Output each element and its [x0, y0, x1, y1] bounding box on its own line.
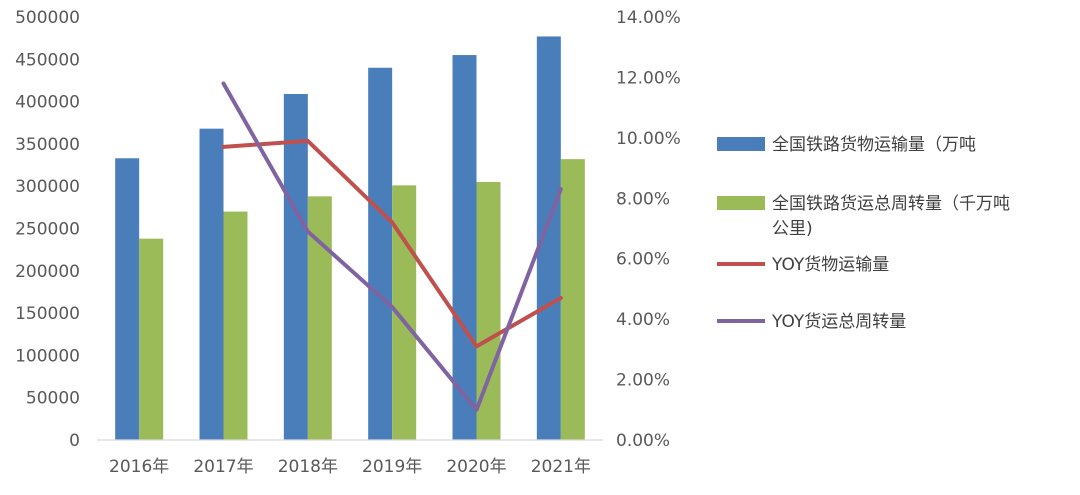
y-left-tick-label: 500000 [15, 8, 80, 28]
y-right-tick-label: 8.00% [616, 189, 670, 209]
left-axis-ticks: 0 50000 100000 150000 200000 250000 300000 3500… [15, 8, 80, 451]
x-tick-label: 2016年 [109, 457, 169, 477]
y-right-tick-label: 14.00% [616, 8, 681, 28]
lines [221, 81, 563, 412]
bar-series-1-2 [199, 128, 224, 440]
line-series-2 [221, 81, 563, 412]
bar-series-1-4 [368, 67, 393, 440]
bar-series-1-3 [283, 93, 308, 441]
legend-label-4: YOY货运总周转量 [771, 312, 906, 332]
x-axis-ticks: 2016年 2017年 2018年 2019年 2020年 2021年 [109, 457, 591, 477]
x-tick-label: 2019年 [362, 457, 422, 477]
y-right-tick-label: 0.00% [616, 431, 670, 451]
bar-series-1-1 [115, 158, 140, 441]
x-tick-label: 2020年 [446, 457, 506, 477]
x-tick-label: 2017年 [193, 457, 253, 477]
x-tick-label: 2021年 [531, 457, 591, 477]
y-right-tick-label: 2.00% [616, 371, 670, 391]
y-left-tick-label: 200000 [15, 262, 80, 282]
bar-series-1-5 [452, 55, 477, 440]
legend-swatch-2 [717, 196, 765, 210]
line-series-1 [221, 138, 563, 349]
legend-label-2-line2: 公里) [772, 219, 813, 239]
y-left-tick-label: 50000 [26, 389, 80, 409]
bar-series-2-1 [139, 238, 164, 440]
y-left-tick-label: 150000 [15, 304, 80, 324]
y-right-tick-label: 12.00% [616, 68, 681, 88]
bar-series-2-2 [223, 211, 248, 440]
bars [115, 36, 585, 441]
x-tick-label: 2018年 [278, 457, 338, 477]
y-left-tick-label: 250000 [15, 220, 80, 240]
y-left-tick-label: 300000 [15, 177, 80, 197]
y-left-tick-label: 450000 [15, 50, 80, 70]
y-right-tick-label: 4.00% [616, 310, 670, 330]
bar-series-2-6 [560, 159, 585, 441]
legend-label-3: YOY货物运输量 [771, 255, 889, 275]
y-left-tick-label: 400000 [15, 93, 80, 113]
y-left-tick-label: 350000 [15, 135, 80, 155]
legend-label-2: 全国铁路货运总周转量（千万吨 [772, 194, 1010, 214]
right-axis-ticks: 0.00% 2.00% 4.00% 6.00% 8.00% 10.00% 12.00% 14.… [616, 8, 681, 451]
y-left-tick-label: 100000 [15, 346, 80, 366]
y-left-tick-label: 0 [69, 431, 80, 451]
y-right-tick-label: 10.00% [616, 129, 681, 149]
legend-label-1: 全国铁路货物运输量（万吨 [772, 135, 976, 155]
y-right-tick-label: 6.00% [616, 250, 670, 270]
legend-swatch-1 [717, 137, 765, 151]
